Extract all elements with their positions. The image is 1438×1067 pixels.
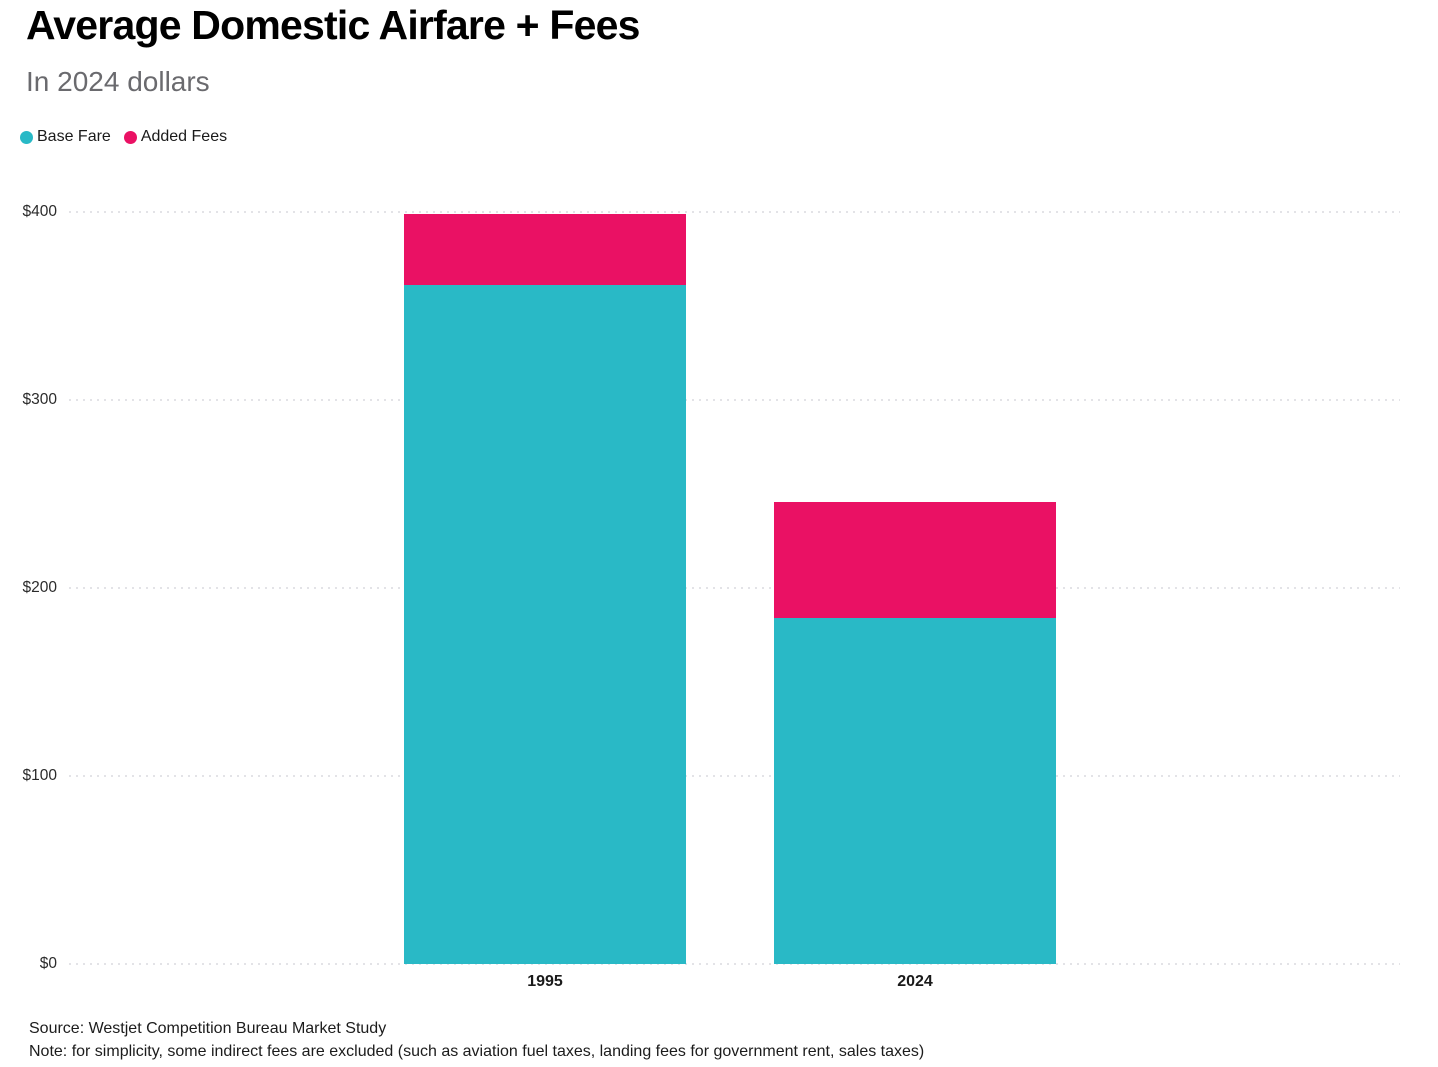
y-axis-tick--100: $100	[22, 767, 57, 784]
bar-1995-base-fare	[404, 285, 686, 964]
bar-1995-added-fees	[404, 213, 686, 286]
page-title: Average Domestic Airfare + Fees	[26, 2, 640, 48]
chart-legend: Base Fare Added Fees	[20, 128, 227, 146]
bar-2024-base-fare	[774, 618, 1056, 964]
gridline--200	[69, 587, 1400, 589]
legend-dot-icon	[123, 130, 137, 144]
x-axis-label-1995: 1995	[527, 973, 563, 990]
x-axis-label-2024: 2024	[897, 973, 933, 990]
gridline--100	[69, 775, 1400, 777]
legend-label: Base Fare	[37, 128, 111, 145]
bar-2024-added-fees	[774, 501, 1056, 619]
chart-footer: Source: Westjet Competition Bureau Marke…	[29, 1017, 924, 1063]
y-axis-tick--400: $400	[22, 203, 57, 220]
y-axis-tick--300: $300	[22, 391, 57, 408]
y-axis-tick--0: $0	[39, 955, 57, 972]
legend-item-added-fees: Added Fees	[123, 128, 228, 146]
gridline--0	[69, 963, 1400, 965]
legend-label: Added Fees	[140, 128, 228, 145]
chart-subtitle: In 2024 dollars	[26, 66, 210, 97]
methodology-note: Note: for simplicity, some indirect fees…	[29, 1043, 925, 1060]
legend-item-base-fare: Base Fare	[20, 128, 111, 146]
gridline--400	[69, 211, 1400, 213]
legend-dot-icon	[20, 130, 33, 144]
y-axis-tick--200: $200	[22, 579, 57, 596]
source-note: Source: Westjet Competition Bureau Marke…	[29, 1020, 387, 1037]
gridline--300	[69, 399, 1400, 401]
